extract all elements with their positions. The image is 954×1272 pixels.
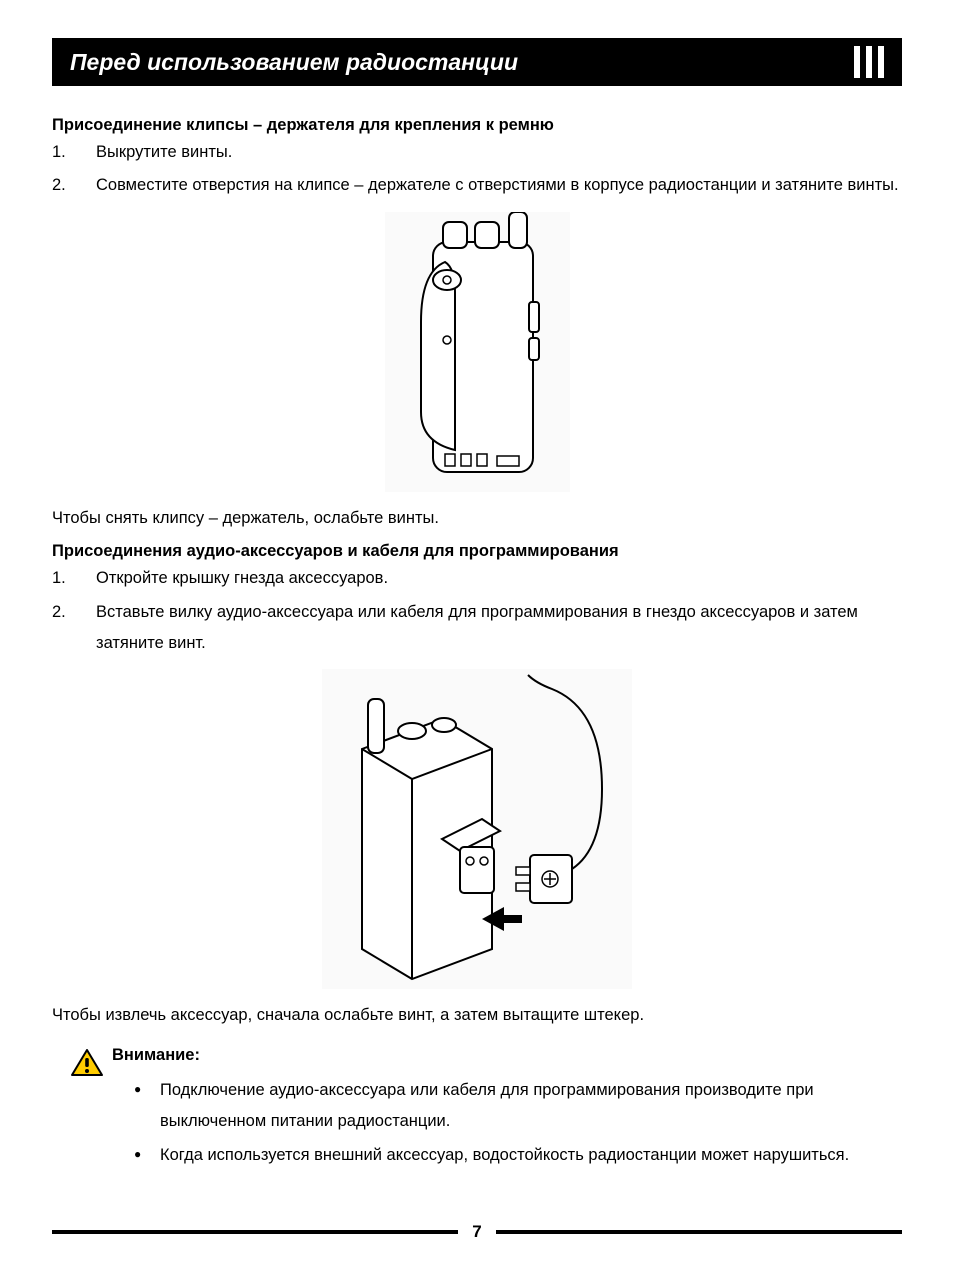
header-stripe [878,46,884,78]
warning-list: Подключение аудио-аксессуара или кабеля … [112,1075,902,1171]
step-number: 2. [52,597,96,660]
header-stripe [866,46,872,78]
radio-clip-illustration [385,212,570,492]
warning-block: Внимание: Подключение аудио-аксессуара и… [52,1046,902,1175]
section2-steps: 1. Откройте крышку гнезда аксессуаров. 2… [52,563,902,659]
step-number: 1. [52,137,96,168]
warning-title: Внимание: [112,1046,902,1065]
footer: 7 [52,1222,902,1242]
list-item: 2. Вставьте вилку аудио-аксессуара или к… [52,597,902,660]
header-bar: Перед использованием радиостанции [52,38,902,86]
section2-after: Чтобы извлечь аксессуар, сначала ослабьт… [52,1003,902,1028]
step-text: Совместите отверстия на клипсе – держате… [96,170,902,201]
step-number: 2. [52,170,96,201]
page-title: Перед использованием радиостанции [70,49,518,76]
footer-line-left [52,1230,458,1234]
warning-item: Подключение аудио-аксессуара или кабеля … [134,1075,902,1136]
step-text: Выкрутите винты. [96,137,902,168]
section1-title: Присоединение клипсы – держателя для кре… [52,116,902,135]
step-text: Откройте крышку гнезда аксессуаров. [96,563,902,594]
radio-accessory-illustration [322,669,632,989]
header-stripe [854,46,860,78]
header-stripes [854,46,884,78]
warning-icon-col [52,1046,112,1175]
list-item: 2. Совместите отверстия на клипсе – держ… [52,170,902,201]
section1-after: Чтобы снять клипсу – держатель, ослабьте… [52,506,902,531]
list-item: 1. Выкрутите винты. [52,137,902,168]
section1-steps: 1. Выкрутите винты. 2. Совместите отверс… [52,137,902,202]
step-text: Вставьте вилку аудио-аксессуара или кабе… [96,597,902,660]
footer-line-right [496,1230,902,1234]
list-item: 1. Откройте крышку гнезда аксессуаров. [52,563,902,594]
page-number: 7 [472,1222,481,1242]
section2-title: Присоединения аудио-аксессуаров и кабеля… [52,542,902,561]
warning-icon [70,1048,104,1078]
warning-content: Внимание: Подключение аудио-аксессуара и… [112,1046,902,1175]
step-number: 1. [52,563,96,594]
warning-item: Когда используется внешний аксессуар, во… [134,1140,902,1171]
figure1-container [52,212,902,492]
figure2-container [52,669,902,989]
